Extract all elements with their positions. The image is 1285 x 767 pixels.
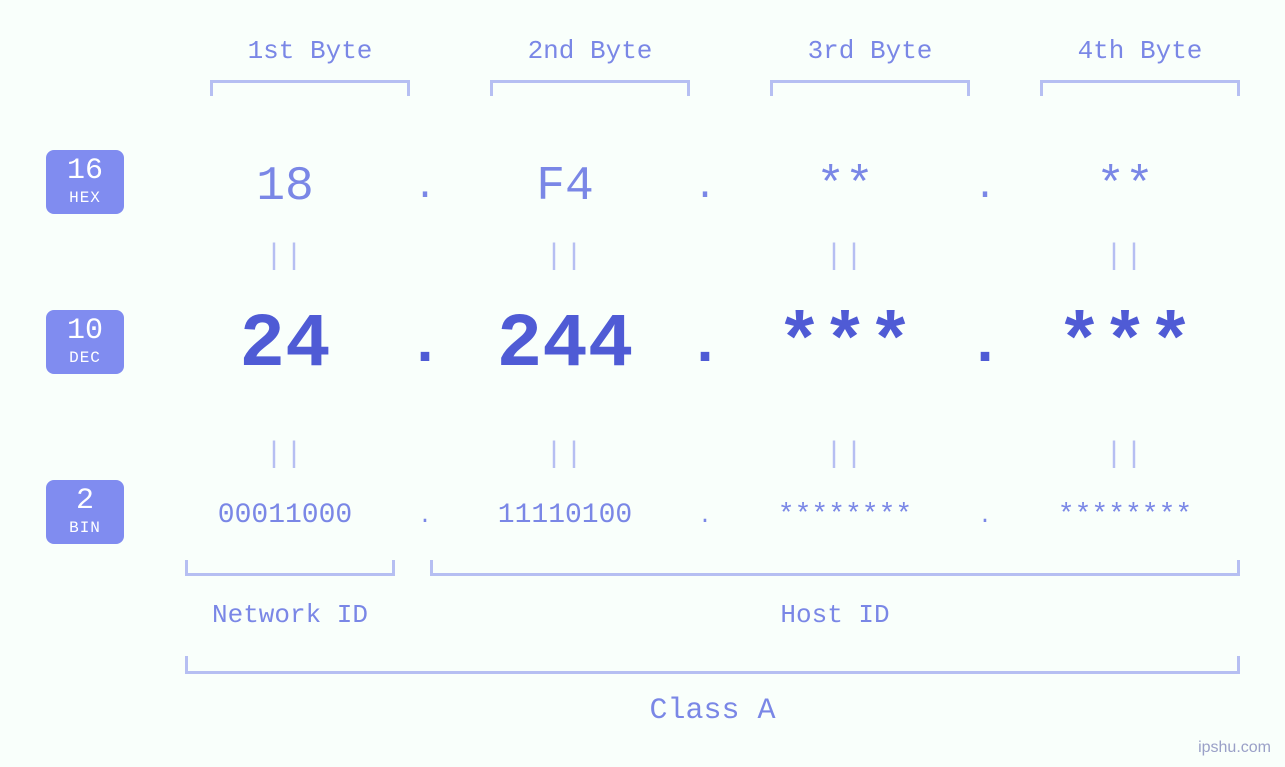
dot-icon: . xyxy=(967,311,1003,380)
equals-icon: || xyxy=(545,438,585,472)
dot-icon: . xyxy=(973,165,996,209)
equals-icon: || xyxy=(265,438,305,472)
dot-icon: . xyxy=(693,165,716,209)
byte-bracket-2 xyxy=(490,80,690,96)
hex-byte-2: F4 xyxy=(536,160,594,214)
radix-badge-bin: 2 BIN xyxy=(46,480,124,544)
byte-header-3: 3rd Byte xyxy=(770,36,970,66)
hex-byte-1: 18 xyxy=(256,160,314,214)
bin-byte-4: ******** xyxy=(1058,500,1192,531)
byte-bracket-4 xyxy=(1040,80,1240,96)
equals-icon: || xyxy=(545,240,585,274)
equals-icon: || xyxy=(825,240,865,274)
ip-bytes-diagram: { "colors": { "background": "#f9fffb", "… xyxy=(0,0,1285,767)
byte-header-2: 2nd Byte xyxy=(490,36,690,66)
bin-byte-3: ******** xyxy=(778,500,912,531)
radix-number: 10 xyxy=(46,316,124,346)
network-id-bracket xyxy=(185,560,395,576)
dec-byte-4: *** xyxy=(1057,302,1194,388)
equals-icon: || xyxy=(1105,240,1145,274)
radix-label: DEC xyxy=(46,350,124,366)
dot-icon: . xyxy=(978,503,991,529)
byte-header-4: 4th Byte xyxy=(1040,36,1240,66)
class-bracket xyxy=(185,656,1240,674)
dot-icon: . xyxy=(698,503,711,529)
byte-header-1: 1st Byte xyxy=(210,36,410,66)
dot-icon: . xyxy=(687,311,723,380)
row-hex: 18 . F4 . ** . ** xyxy=(170,160,1245,214)
radix-number: 16 xyxy=(46,156,124,186)
equals-icon: || xyxy=(265,240,305,274)
radix-badge-hex: 16 HEX xyxy=(46,150,124,214)
equals-row-hex-dec: || || || || xyxy=(170,240,1245,274)
equals-row-dec-bin: || || || || xyxy=(170,438,1245,472)
byte-bracket-3 xyxy=(770,80,970,96)
radix-label: BIN xyxy=(46,520,124,536)
network-id-label: Network ID xyxy=(185,600,395,630)
dot-icon: . xyxy=(407,311,443,380)
radix-label: HEX xyxy=(46,190,124,206)
host-id-label: Host ID xyxy=(430,600,1240,630)
bin-byte-2: 11110100 xyxy=(498,500,632,531)
dec-byte-1: 24 xyxy=(239,302,330,388)
watermark: ipshu.com xyxy=(1198,739,1271,757)
radix-number: 2 xyxy=(46,486,124,516)
dot-icon: . xyxy=(418,503,431,529)
class-label: Class A xyxy=(185,694,1240,728)
dec-byte-2: 244 xyxy=(497,302,634,388)
byte-bracket-1 xyxy=(210,80,410,96)
dot-icon: . xyxy=(413,165,436,209)
hex-byte-4: ** xyxy=(1096,160,1154,214)
row-bin: 00011000 . 11110100 . ******** . *******… xyxy=(170,500,1245,531)
bin-byte-1: 00011000 xyxy=(218,500,352,531)
hex-byte-3: ** xyxy=(816,160,874,214)
dec-byte-3: *** xyxy=(777,302,914,388)
row-dec: 24 . 244 . *** . *** xyxy=(170,302,1245,388)
equals-icon: || xyxy=(1105,438,1145,472)
radix-badge-dec: 10 DEC xyxy=(46,310,124,374)
host-id-bracket xyxy=(430,560,1240,576)
equals-icon: || xyxy=(825,438,865,472)
